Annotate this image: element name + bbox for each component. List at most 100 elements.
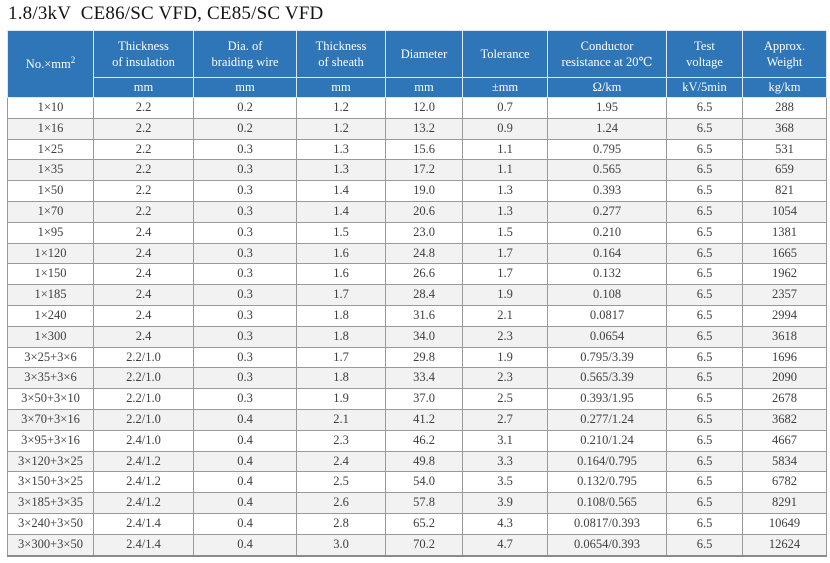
data-cell: 20.6 [385, 200, 463, 223]
column-header-test-voltage: Test voltage [666, 30, 743, 78]
data-cell: 3.0 [296, 533, 386, 557]
table-row: 1×240 2.4 0.3 1.8 31.6 2.1 0.0817 6.5 2994 [7, 304, 827, 327]
data-cell: 2.2 [93, 138, 194, 161]
data-cell: 2.4/1.2 [93, 471, 194, 494]
data-cell: 3.1 [462, 429, 548, 452]
data-cell: 57.8 [385, 492, 463, 514]
data-cell: 0.565 [547, 159, 667, 182]
data-cell: 0.3 [193, 284, 297, 306]
row-size-cell: 1×25 [7, 138, 94, 161]
data-cell: 2.4/1.0 [93, 429, 194, 452]
data-cell: 4.3 [462, 512, 548, 535]
data-cell: 659 [742, 159, 827, 182]
data-cell: 2.2/1.0 [93, 408, 194, 431]
data-cell: 31.6 [385, 304, 463, 327]
data-cell: 0.3 [193, 325, 297, 348]
data-cell: 10649 [742, 512, 827, 535]
data-cell: 2.4 [296, 450, 386, 473]
data-cell: 2.4 [93, 221, 194, 244]
data-cell: 0.3 [193, 346, 297, 369]
data-cell: 0.3 [193, 242, 297, 265]
data-cell: 2.4/1.2 [93, 492, 194, 514]
row-size-cell: 3×50+3×10 [7, 388, 94, 410]
data-cell: 2.4 [93, 304, 194, 327]
data-cell: 0.0817/0.393 [547, 512, 667, 535]
data-cell: 1.7 [296, 346, 386, 369]
data-cell: 1.3 [462, 180, 548, 202]
row-size-cell: 3×70+3×16 [7, 408, 94, 431]
data-cell: 0.132/0.795 [547, 471, 667, 494]
data-cell: 2.4/1.2 [93, 450, 194, 473]
data-cell: 6.5 [666, 450, 743, 473]
table-row: 3×70+3×16 2.2/1.0 0.4 2.1 41.2 2.7 0.277/1.24 6… [7, 408, 827, 431]
data-cell: 0.4 [193, 471, 297, 494]
table-row: 1×35 2.2 0.3 1.3 17.2 1.1 0.565 6.5 659 [7, 159, 827, 182]
data-cell: 0.0654/0.393 [547, 533, 667, 557]
table-row: 3×35+3×6 2.2/1.0 0.3 1.8 33.4 2.3 0.565/3.39 6.… [7, 367, 827, 390]
data-cell: 1.24 [547, 117, 667, 140]
data-cell: 0.108 [547, 284, 667, 306]
data-cell: 0.565/3.39 [547, 367, 667, 390]
row-size-cell: 1×35 [7, 159, 94, 182]
row-size-cell: 3×300+3×50 [7, 533, 94, 557]
table-row: 3×240+3×50 2.4/1.4 0.4 2.8 65.2 4.3 0.0817/0.3… [7, 512, 827, 535]
table-row: 1×95 2.4 0.3 1.5 23.0 1.5 0.210 6.5 1381 [7, 221, 827, 244]
data-cell: 0.3 [193, 138, 297, 161]
data-cell: 1.9 [462, 346, 548, 369]
data-cell: 0.164 [547, 242, 667, 265]
data-cell: 1.4 [296, 200, 386, 223]
data-cell: 2357 [742, 284, 827, 306]
data-cell: 2.3 [462, 367, 548, 390]
data-cell: 368 [742, 117, 827, 140]
data-cell: 2.8 [296, 512, 386, 535]
data-cell: 6.5 [666, 492, 743, 514]
table-row: 1×150 2.4 0.3 1.6 26.6 1.7 0.132 6.5 1962 [7, 263, 827, 286]
data-cell: 3682 [742, 408, 827, 431]
data-cell: 0.393/1.95 [547, 388, 667, 410]
data-cell: 0.4 [193, 450, 297, 473]
data-cell: 2.5 [462, 388, 548, 410]
data-cell: 2.4 [93, 325, 194, 348]
table-row: 3×25+3×6 2.2/1.0 0.3 1.7 29.8 1.9 0.795/3.39 6.… [7, 346, 827, 369]
data-cell: 1.2 [296, 117, 386, 140]
data-cell: 1.6 [296, 263, 386, 286]
unit-cell: kV/5min [666, 77, 743, 98]
data-cell: 6.5 [666, 325, 743, 348]
table-row: 1×16 2.2 0.2 1.2 13.2 0.9 1.24 6.5 368 [7, 117, 827, 140]
data-cell: 8291 [742, 492, 827, 514]
data-cell: 0.3 [193, 367, 297, 390]
data-cell: 24.8 [385, 242, 463, 265]
data-cell: 288 [742, 97, 827, 119]
header-row: No.×mm2 Thickness of insulation Dia. of br… [7, 30, 827, 98]
data-cell: 1.3 [462, 200, 548, 223]
data-cell: 70.2 [385, 533, 463, 557]
data-cell: 5834 [742, 450, 827, 473]
data-cell: 1.2 [296, 97, 386, 119]
data-cell: 17.2 [385, 159, 463, 182]
table-row: 1×70 2.2 0.3 1.4 20.6 1.3 0.277 6.5 1054 [7, 200, 827, 223]
row-size-cell: 3×120+3×25 [7, 450, 94, 473]
data-cell: 1665 [742, 242, 827, 265]
data-cell: 2.4 [93, 242, 194, 265]
data-cell: 1.9 [462, 284, 548, 306]
data-cell: 2.4/1.4 [93, 533, 194, 557]
data-cell: 54.0 [385, 471, 463, 494]
table-row: 3×300+3×50 2.4/1.4 0.4 3.0 70.2 4.7 0.0654/0.3… [7, 533, 827, 557]
data-cell: 6.5 [666, 180, 743, 202]
data-cell: 0.3 [193, 159, 297, 182]
data-cell: 0.4 [193, 429, 297, 452]
column-header-resistance: Conductor resistance at 20℃ [547, 30, 667, 78]
data-cell: 0.277/1.24 [547, 408, 667, 431]
data-cell: 2.1 [462, 304, 548, 327]
page-title: 1.8/3kV CE86/SC VFD, CE85/SC VFD [8, 3, 324, 24]
data-cell: 0.3 [193, 200, 297, 223]
table-row: 3×185+3×35 2.4/1.2 0.4 2.6 57.8 3.9 0.108/0.56… [7, 492, 827, 514]
column-header-size: No.×mm2 [7, 30, 94, 98]
data-cell: 1.4 [296, 180, 386, 202]
unit-cell: mm [93, 77, 194, 98]
data-cell: 2.2/1.0 [93, 346, 194, 369]
unit-cell: mm [193, 77, 297, 98]
data-cell: 6782 [742, 471, 827, 494]
row-size-cell: 1×185 [7, 284, 94, 306]
data-cell: 6.5 [666, 97, 743, 119]
